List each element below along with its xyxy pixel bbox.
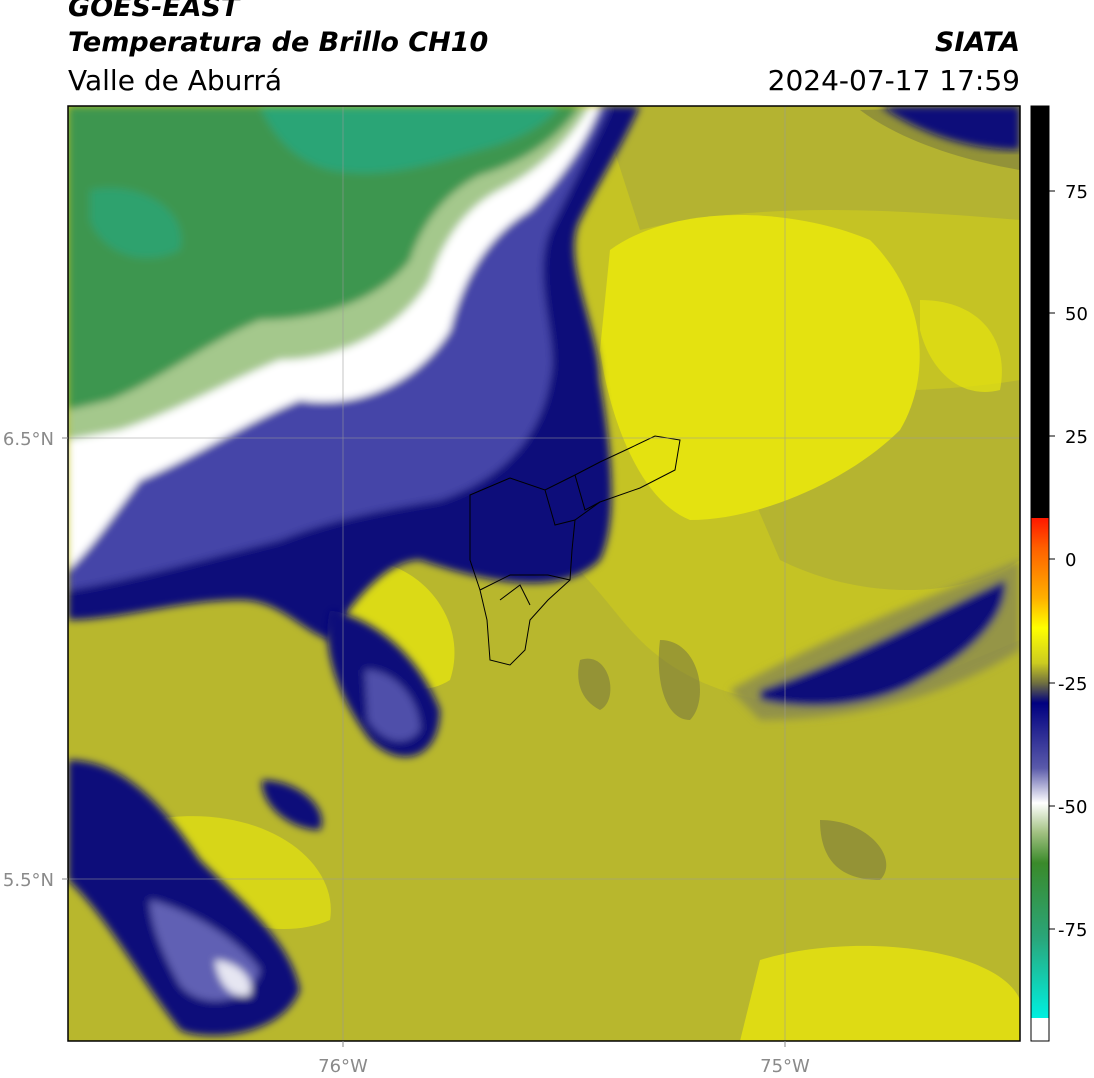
colorbar: 75 50 25 0 -25 -50 -75 (1030, 105, 1088, 1042)
colorbar-tick-label: 75 (1065, 182, 1088, 203)
lat-tick-label: 6.5°N (3, 429, 54, 450)
brightness-temperature-map (68, 106, 1020, 1041)
cold-cloud-central (327, 610, 440, 757)
colorbar-tick-label: -50 (1058, 797, 1087, 818)
colorbar-bottom-segment (1031, 1018, 1049, 1041)
cold-cloud-northeast (880, 106, 1020, 150)
map-frame (67, 105, 1021, 1042)
colorbar-tick-label: -25 (1058, 674, 1087, 695)
agency-label: SIATA (934, 27, 1020, 58)
cold-cloud-east (730, 560, 1020, 720)
cold-cloud-southwest (68, 760, 322, 1036)
colorbar-tick-label: 50 (1065, 304, 1088, 325)
aburra-boundary (469, 435, 681, 666)
satellite-title: GOES-EAST (68, 0, 240, 23)
colorbar-warm-segment (1031, 106, 1049, 518)
region-subtitle: Valle de Aburrá (68, 64, 283, 97)
lon-tick-label: 76°W (318, 1056, 368, 1077)
cold-cloud-northwest (68, 106, 640, 640)
timestamp-label: 2024-07-17 17:59 (767, 64, 1020, 97)
gridlines (68, 106, 1020, 1041)
lat-tick-label: 5.5°N (3, 870, 54, 891)
colorbar-frame (1030, 105, 1050, 1042)
lon-tick-label: 75°W (760, 1056, 810, 1077)
colorbar-gradient-segment (1031, 518, 1049, 1018)
product-title: Temperatura de Brillo CH10 (68, 27, 489, 58)
warm-patches (150, 215, 1020, 1041)
colorbar-tick-label: 25 (1065, 427, 1088, 448)
colorbar-ticks (1049, 190, 1055, 930)
colorbar-tick-label: -75 (1058, 920, 1087, 941)
axis-ticks (62, 437, 786, 1047)
colorbar-tick-label: 0 (1065, 550, 1076, 571)
